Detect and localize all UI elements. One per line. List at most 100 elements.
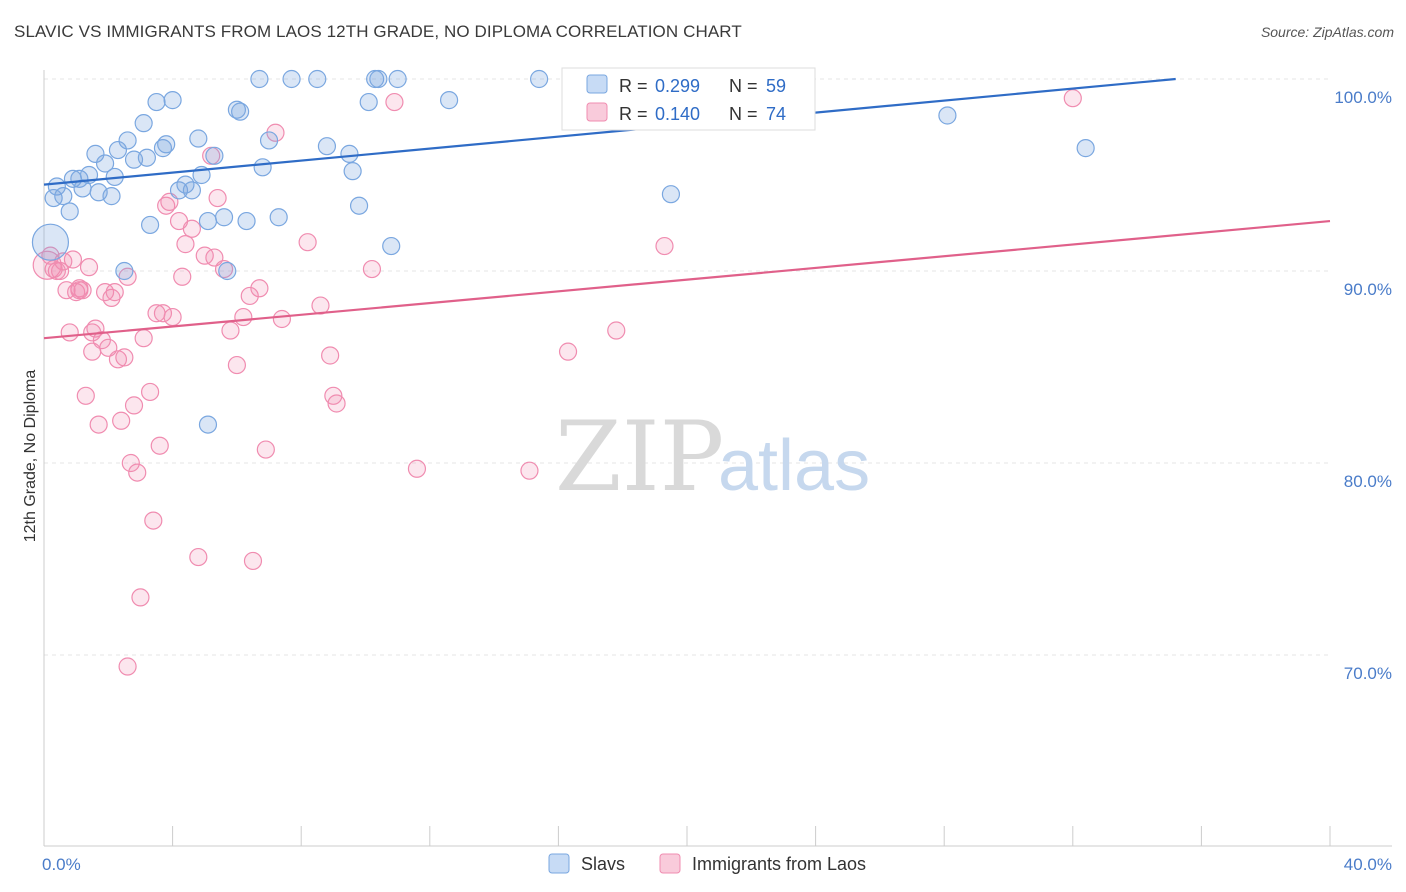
point-laos — [153, 304, 173, 323]
point-slavs — [115, 261, 134, 281]
point-laos — [108, 350, 128, 369]
legend-slavs-swatch — [586, 74, 608, 94]
point-laos — [89, 415, 108, 434]
legend-slavs-n-value: 59 — [766, 76, 786, 96]
point-slavs — [259, 131, 279, 150]
point-laos — [362, 259, 382, 279]
legend-slavs-n-label: N = — [729, 76, 758, 96]
point-laos — [243, 551, 263, 571]
point-slavs — [369, 69, 388, 89]
point-slavs — [147, 92, 166, 112]
point-laos — [44, 259, 63, 279]
point-slavs — [140, 215, 160, 235]
point-laos — [520, 461, 539, 480]
point-laos — [221, 321, 240, 340]
point-laos — [47, 261, 66, 281]
trend-line-laos — [43, 219, 1331, 340]
point-slavs — [227, 100, 246, 119]
point-laos — [79, 258, 99, 277]
point-slavs — [182, 181, 201, 200]
legend-laos-r-value: 0.140 — [655, 104, 700, 124]
bottom-legend-laos-label: Immigrants from Laos — [692, 854, 866, 874]
point-slavs — [231, 102, 250, 121]
point-laos — [227, 355, 246, 375]
point-laos — [121, 453, 140, 473]
point-slavs — [250, 69, 269, 89]
point-slavs — [308, 69, 327, 89]
point-laos — [131, 588, 150, 607]
point-laos — [272, 309, 292, 329]
watermark-atlas: atlas — [718, 426, 870, 506]
series-laos-points — [32, 89, 1082, 676]
watermark: ZIP atlas — [555, 401, 870, 513]
point-laos — [134, 329, 153, 348]
point-slavs — [198, 211, 218, 231]
x-tick-label: 40.0% — [1344, 855, 1392, 874]
point-laos — [208, 188, 227, 208]
point-laos — [607, 321, 626, 340]
point-slavs — [31, 223, 70, 261]
bottom-legend: Slavs Immigrants from Laos — [548, 853, 866, 874]
point-laos — [128, 463, 147, 482]
point-slavs — [253, 158, 272, 177]
point-laos — [118, 267, 137, 286]
point-slavs — [157, 135, 176, 154]
point-laos — [240, 286, 259, 306]
point-laos — [140, 382, 160, 402]
point-slavs — [1076, 139, 1095, 158]
point-slavs — [163, 91, 182, 110]
y-tick-label: 70.0% — [1344, 664, 1392, 683]
series-slavs-points — [31, 69, 1095, 434]
legend-laos-n-value: 74 — [766, 104, 786, 124]
point-laos — [115, 348, 134, 367]
point-laos — [655, 236, 674, 256]
point-laos — [234, 307, 253, 327]
bottom-legend-slavs-swatch — [548, 853, 570, 874]
axes — [43, 70, 1392, 847]
point-slavs — [343, 162, 362, 181]
point-laos — [70, 281, 89, 300]
point-slavs — [189, 129, 208, 148]
point-laos — [60, 323, 79, 342]
point-slavs — [118, 131, 137, 150]
legend-slavs-r-value: 0.299 — [655, 76, 700, 96]
watermark-zip: ZIP — [555, 401, 724, 513]
point-laos — [176, 235, 195, 254]
point-laos — [558, 342, 578, 361]
point-laos — [189, 547, 208, 567]
point-slavs — [382, 236, 401, 256]
point-slavs — [439, 91, 459, 110]
point-slavs — [134, 114, 153, 133]
point-slavs — [60, 202, 79, 221]
point-slavs — [54, 187, 73, 206]
point-slavs — [108, 140, 128, 160]
point-slavs — [340, 144, 359, 163]
legend-laos-swatch — [586, 102, 608, 122]
point-slavs — [137, 148, 156, 167]
point-laos — [173, 267, 192, 286]
point-laos — [112, 411, 131, 430]
point-laos — [298, 233, 317, 252]
point-slavs — [102, 187, 121, 206]
bottom-legend-laos-swatch — [659, 853, 681, 874]
point-slavs — [359, 92, 378, 112]
source-note: Source: ZipAtlas.com — [1260, 24, 1394, 40]
point-slavs — [205, 146, 224, 165]
point-laos — [102, 288, 121, 307]
point-laos — [63, 250, 83, 269]
point-laos — [327, 394, 346, 413]
y-tick-label: 90.0% — [1344, 280, 1392, 299]
point-slavs — [214, 208, 234, 227]
point-slavs — [388, 69, 407, 89]
point-laos — [118, 657, 137, 676]
y-tick-labels: 70.0% 80.0% 90.0% 100.0% — [1334, 88, 1392, 683]
y-tick-label: 100.0% — [1334, 88, 1392, 107]
legend-laos-n-label: N = — [729, 104, 758, 124]
point-laos — [250, 279, 269, 298]
x-tick-labels: 0.0% 40.0% — [42, 855, 1392, 874]
point-slavs — [317, 137, 337, 156]
point-laos — [144, 511, 163, 530]
point-laos — [150, 436, 169, 455]
point-slavs — [269, 208, 288, 227]
